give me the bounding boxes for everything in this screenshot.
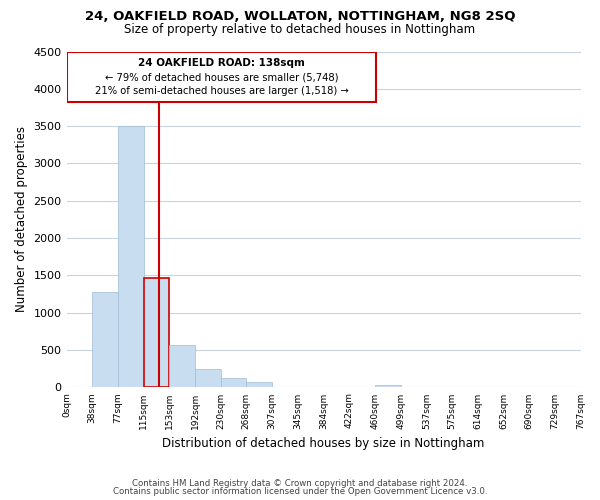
Text: ← 79% of detached houses are smaller (5,748): ← 79% of detached houses are smaller (5,… <box>105 72 338 83</box>
Bar <box>143 278 169 388</box>
X-axis label: Distribution of detached houses by size in Nottingham: Distribution of detached houses by size … <box>163 437 485 450</box>
Text: 24 OAKFIELD ROAD: 138sqm: 24 OAKFIELD ROAD: 138sqm <box>138 58 305 68</box>
Bar <box>195 369 221 388</box>
Bar <box>246 382 272 388</box>
Text: Size of property relative to detached houses in Nottingham: Size of property relative to detached ho… <box>124 22 476 36</box>
Text: Contains HM Land Registry data © Crown copyright and database right 2024.: Contains HM Land Registry data © Crown c… <box>132 478 468 488</box>
Bar <box>92 292 118 388</box>
Text: 24, OAKFIELD ROAD, WOLLATON, NOTTINGHAM, NG8 2SQ: 24, OAKFIELD ROAD, WOLLATON, NOTTINGHAM,… <box>85 10 515 23</box>
Y-axis label: Number of detached properties: Number of detached properties <box>15 126 28 312</box>
Text: Contains public sector information licensed under the Open Government Licence v3: Contains public sector information licen… <box>113 487 487 496</box>
FancyBboxPatch shape <box>67 52 376 102</box>
Bar <box>118 126 143 388</box>
Text: 21% of semi-detached houses are larger (1,518) →: 21% of semi-detached houses are larger (… <box>95 86 349 97</box>
Bar <box>169 345 195 388</box>
Bar <box>375 385 401 388</box>
Bar <box>221 378 246 388</box>
